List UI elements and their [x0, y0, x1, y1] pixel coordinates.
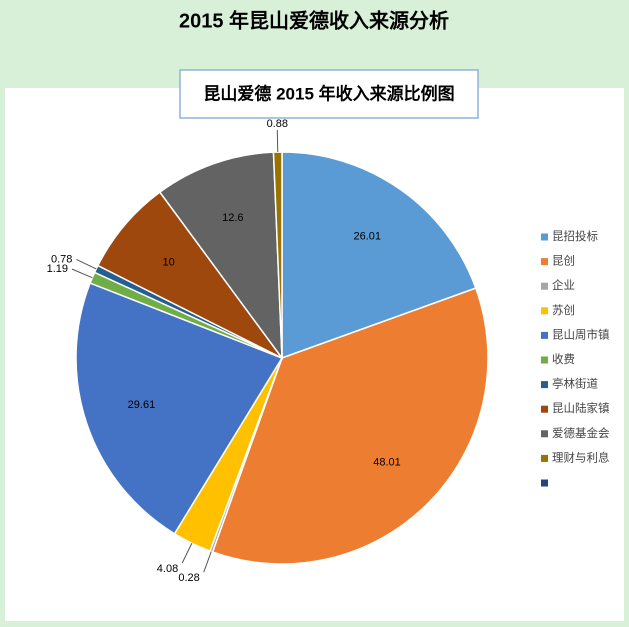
chart-title: 昆山爱德 2015 年收入来源比例图 — [203, 83, 454, 103]
page-title: 2015 年昆山爱德收入来源分析 — [179, 8, 449, 32]
data-label: 4.08 — [157, 563, 178, 575]
pie-slice — [158, 151, 283, 361]
leader-line — [71, 268, 93, 279]
legend-swatch — [541, 307, 548, 315]
legend-swatch — [541, 233, 548, 241]
legend-label: 理财与利息 — [552, 450, 610, 464]
legend-swatch — [541, 331, 548, 339]
legend-swatch — [541, 381, 548, 389]
data-label: 26.01 — [353, 231, 381, 243]
legend-swatch — [541, 479, 548, 487]
pie-slice — [211, 287, 489, 565]
legend-swatch — [541, 258, 548, 266]
data-label: 48.01 — [373, 457, 401, 469]
pie-slice — [281, 151, 477, 360]
pie-slice — [272, 151, 283, 359]
data-label: 29.61 — [128, 399, 156, 411]
data-label: 0.88 — [267, 118, 288, 130]
data-label: 1.19 — [47, 263, 68, 275]
legend-label: 收费 — [552, 352, 575, 366]
pie-slice — [96, 191, 283, 359]
legend-swatch — [541, 454, 548, 462]
legend-label: 企业 — [552, 278, 575, 292]
legend-swatch — [541, 405, 548, 413]
legend-label: 昆招投标 — [552, 229, 598, 243]
leader-line — [181, 543, 193, 564]
legend-label: 亭林街道 — [552, 377, 598, 391]
chart-title-box — [179, 69, 479, 119]
legend-label: 爱德基金会 — [552, 426, 610, 440]
legend-label: 昆创 — [552, 255, 575, 268]
legend-label: 昆山陆家镇 — [552, 401, 610, 415]
data-label: 0.28 — [178, 572, 199, 584]
pie-slice — [75, 282, 284, 535]
legend-swatch — [541, 356, 548, 364]
legend-label: 苏创 — [552, 304, 575, 317]
leader-line — [76, 259, 97, 270]
data-label: 10 — [162, 256, 174, 268]
leader-line — [203, 551, 212, 573]
data-label: 12.6 — [222, 212, 243, 224]
legend-label: 昆山周市镇 — [552, 327, 610, 341]
legend-swatch — [541, 282, 548, 290]
data-label: 0.78 — [51, 253, 72, 265]
legend-swatch — [541, 430, 548, 438]
